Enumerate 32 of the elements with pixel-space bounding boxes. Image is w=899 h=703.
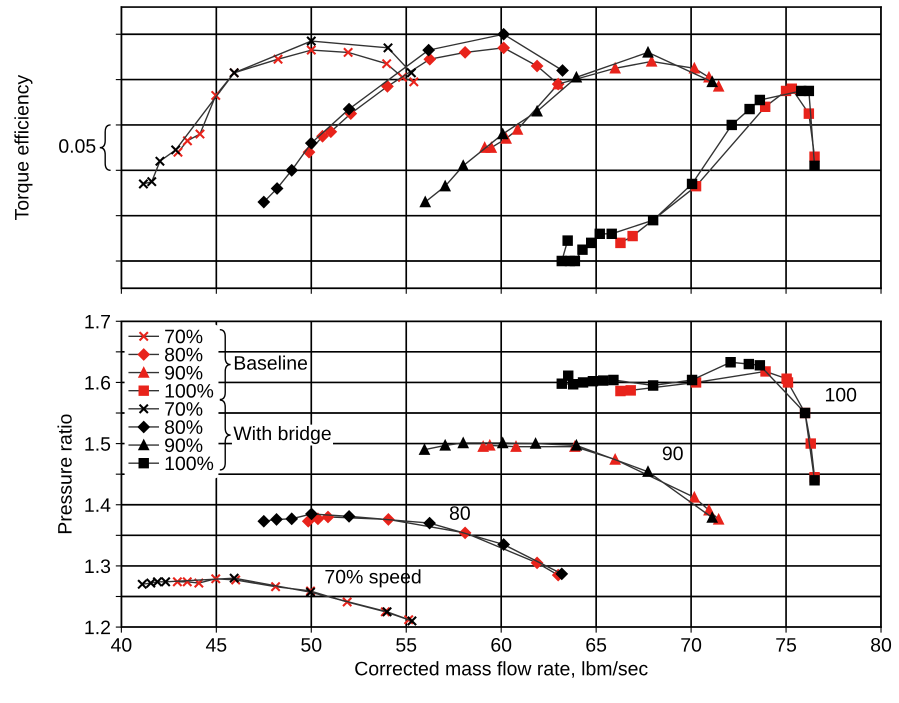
x-tick-label: 80 <box>871 638 892 652</box>
y-tick-label: 1.6 <box>85 376 110 390</box>
y-tick-label: 1.4 <box>85 498 110 512</box>
x-tick-label: 50 <box>301 638 322 652</box>
legend-label: 70% <box>165 330 202 344</box>
x-tick-label: 55 <box>396 638 416 652</box>
annotation: 90 <box>662 446 683 460</box>
y-axis-title: Torque efficiency <box>14 74 32 220</box>
legend-label: 100% <box>166 456 214 470</box>
x-tick-label: 45 <box>206 638 226 652</box>
legend-label: 80% <box>164 348 202 362</box>
x-tick-label: 40 <box>111 638 132 652</box>
annotation: 100 <box>826 388 856 402</box>
x-tick-label: 75 <box>776 638 796 652</box>
legend-label: 90% <box>165 438 202 452</box>
y-axis-title: Pressure ratio <box>57 414 72 534</box>
y-tick-label: 1.5 <box>85 437 110 451</box>
x-tick-label: 65 <box>586 638 606 652</box>
y-tick-label: 1.3 <box>85 559 110 574</box>
annotation: 80 <box>450 506 470 520</box>
y-tick-label: 1.2 <box>85 620 110 634</box>
legend-label: 70% <box>165 402 202 416</box>
legend-label: 80% <box>164 420 202 434</box>
annotation: With bridge <box>233 426 331 444</box>
x-tick-label: 60 <box>491 638 512 652</box>
text: 0.05 <box>59 139 96 153</box>
x-tick-label: 70 <box>681 638 702 652</box>
annotation: Baseline <box>234 356 308 370</box>
legend-label: 100% <box>166 384 214 398</box>
legend-label: 90% <box>165 366 202 380</box>
y-tick-label: 1.7 <box>85 314 110 328</box>
x-axis-title: Corrected mass flow rate, lbm/sec <box>355 661 648 678</box>
